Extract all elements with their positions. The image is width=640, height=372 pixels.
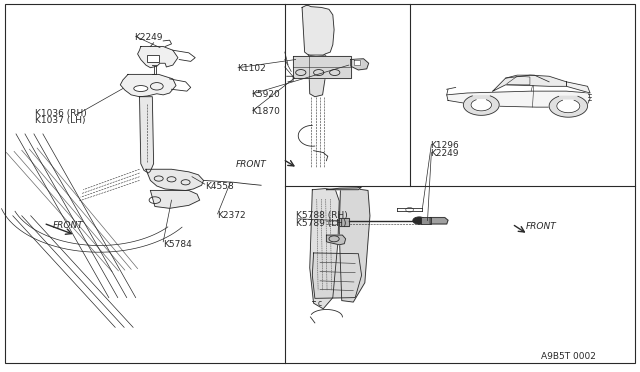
Text: K1036 (RH): K1036 (RH) <box>35 109 87 118</box>
Text: K5788 (RH): K5788 (RH) <box>296 211 348 220</box>
Polygon shape <box>302 6 334 57</box>
Polygon shape <box>146 169 204 190</box>
Polygon shape <box>566 82 590 93</box>
Polygon shape <box>549 96 588 117</box>
Text: FRONT: FRONT <box>526 222 557 231</box>
Polygon shape <box>339 218 349 226</box>
Text: K2372: K2372 <box>218 211 246 220</box>
Text: K2249: K2249 <box>134 33 163 42</box>
Polygon shape <box>463 96 499 115</box>
Text: FRONT: FRONT <box>236 160 266 169</box>
Polygon shape <box>310 189 339 309</box>
Text: K1102: K1102 <box>237 64 266 73</box>
Polygon shape <box>138 46 178 68</box>
Polygon shape <box>293 56 351 78</box>
Ellipse shape <box>134 86 148 92</box>
Polygon shape <box>351 59 369 70</box>
Text: K5789 (LH): K5789 (LH) <box>296 219 346 228</box>
Circle shape <box>413 217 426 224</box>
Bar <box>147 55 159 62</box>
Bar <box>421 217 431 224</box>
Text: K5920: K5920 <box>251 90 280 99</box>
Text: K2249: K2249 <box>430 149 459 158</box>
Polygon shape <box>120 74 176 97</box>
Polygon shape <box>471 100 492 111</box>
Polygon shape <box>339 189 370 302</box>
Polygon shape <box>150 190 200 208</box>
Text: c: c <box>318 299 322 308</box>
Polygon shape <box>447 91 590 107</box>
Polygon shape <box>326 235 346 245</box>
Polygon shape <box>493 75 566 91</box>
Text: K4558: K4558 <box>205 182 234 190</box>
Text: A9B5T 0002: A9B5T 0002 <box>541 352 596 361</box>
Text: K5784: K5784 <box>163 240 192 249</box>
Text: K1296: K1296 <box>430 141 459 150</box>
Polygon shape <box>557 100 580 113</box>
Polygon shape <box>430 218 448 224</box>
Text: K1037 (LH): K1037 (LH) <box>35 116 86 125</box>
Polygon shape <box>312 253 362 298</box>
Polygon shape <box>326 187 362 190</box>
Text: FRONT: FRONT <box>52 221 83 230</box>
Polygon shape <box>354 60 360 65</box>
Polygon shape <box>308 55 326 97</box>
Text: K1870: K1870 <box>251 107 280 116</box>
Polygon shape <box>140 97 154 173</box>
